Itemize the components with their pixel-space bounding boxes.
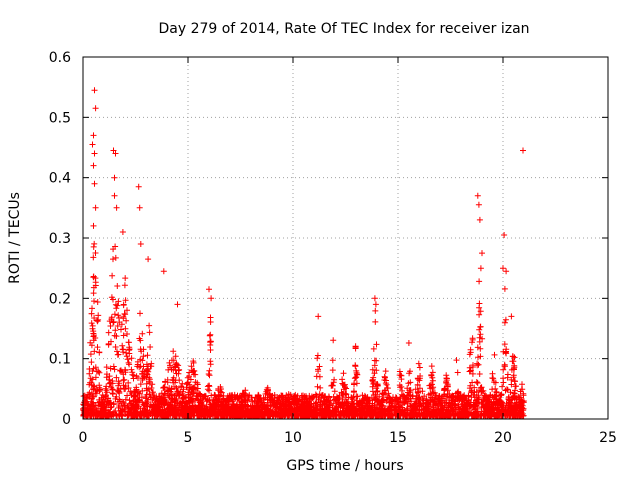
- grid-lines: [83, 57, 608, 419]
- x-tick-label: 25: [599, 430, 617, 446]
- y-tick-label: 0.3: [49, 231, 71, 247]
- x-tick-label: 0: [79, 430, 88, 446]
- plot-frame: [82, 56, 609, 420]
- x-tick-label: 10: [284, 430, 302, 446]
- x-axis-label: GPS time / hours: [286, 458, 403, 474]
- data-points: [80, 87, 527, 419]
- y-tick-label: 0: [62, 412, 71, 428]
- chart-title: Day 279 of 2014, Rate Of TEC Index for r…: [158, 21, 529, 37]
- y-tick-label: 0.5: [49, 110, 71, 126]
- y-axis-label: ROTI / TECUs: [7, 192, 23, 284]
- x-tick-labels: 0 5 10 15 20 25: [79, 430, 617, 446]
- y-tick-labels: 0 0.1 0.2 0.3 0.4 0.5 0.6: [49, 50, 71, 428]
- x-tick-label: 15: [389, 430, 407, 446]
- y-tick-label: 0.2: [49, 291, 71, 307]
- y-tick-label: 0.1: [49, 352, 71, 368]
- y-tick-label: 0.4: [49, 171, 71, 187]
- roti-plus-markers: [80, 87, 527, 419]
- x-tick-label: 5: [184, 430, 193, 446]
- y-tick-label: 0.6: [49, 50, 71, 66]
- x-tick-label: 20: [494, 430, 512, 446]
- axis-ticks: [82, 56, 609, 420]
